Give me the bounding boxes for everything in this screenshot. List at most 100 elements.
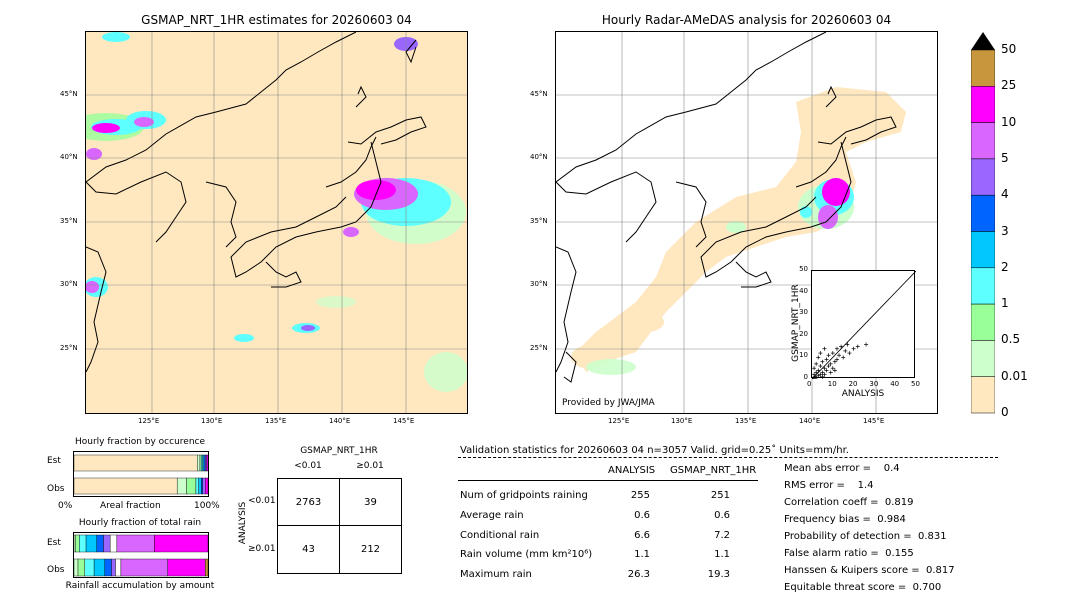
fraction-segment — [74, 454, 198, 472]
colorbar-swatch — [971, 303, 995, 341]
left-lat-30: 30°N — [60, 280, 78, 288]
fraction-segment — [74, 477, 178, 495]
validation-row-label: Maximum rain — [460, 569, 532, 580]
scatter-point — [814, 361, 819, 366]
occurrence-obs-label: Obs — [47, 484, 65, 494]
colorbar-label: 25 — [1001, 78, 1017, 93]
fraction-segment — [79, 534, 87, 553]
contingency-col-ge: ≥0.01 — [356, 461, 384, 471]
fraction-segment — [75, 534, 80, 553]
validation-col-gsmap: GSMAP_NRT_1HR — [670, 465, 757, 476]
fraction-segment — [201, 477, 203, 495]
left-lat-45: 45°N — [60, 90, 78, 98]
occurrence-est-label: Est — [47, 456, 61, 466]
colorbar-label: 0.01 — [1001, 368, 1028, 383]
scatter-xtick: 20 — [848, 380, 858, 388]
contingency-row-axis: ANALYSIS — [238, 501, 248, 545]
scatter-point — [826, 353, 831, 358]
score-rmse: RMS error = 1.4 — [784, 480, 874, 491]
score-hk: Hanssen & Kuipers score = 0.817 — [784, 565, 955, 576]
scatter-xtick: 10 — [827, 380, 837, 388]
map-credit: Provided by JWA/JMA — [562, 398, 655, 408]
right-lon-125: 125°E — [608, 417, 630, 425]
fraction-segment — [205, 454, 207, 472]
colorbar-label: 1 — [1001, 296, 1009, 311]
scatter-point — [816, 368, 821, 373]
validation-row-label: Rain volume (mm km²10⁶) — [460, 549, 593, 560]
scatter-point — [822, 346, 827, 351]
right-lat-45: 45°N — [530, 90, 548, 98]
validation-header: Validation statistics for 20260603 04 n=… — [460, 445, 849, 456]
fraction-segment — [85, 534, 97, 553]
fraction-segment — [77, 558, 85, 577]
contingency-title: GSMAP_NRT_1HR — [300, 446, 378, 456]
scatter-point — [834, 357, 839, 362]
scatter-point — [826, 364, 831, 369]
right-lon-140: 140°E — [799, 417, 821, 425]
scatter-point — [818, 364, 823, 369]
scatter-point — [820, 359, 825, 364]
scatter-ytick: 20 — [799, 329, 808, 338]
fraction-segment — [205, 477, 208, 495]
validation-col-underline — [458, 480, 758, 481]
colorbar-svg — [971, 32, 995, 414]
colorbar-swatch — [971, 231, 995, 269]
fraction-segment — [74, 558, 79, 577]
fraction-segment — [167, 558, 206, 577]
colorbar-swatch — [971, 267, 995, 305]
right-map-svg — [556, 32, 937, 413]
colorbar — [971, 30, 995, 414]
scatter-point — [816, 355, 821, 360]
validation-row-gsmap: 7.2 — [714, 530, 730, 541]
colorbar-swatch — [971, 49, 995, 87]
validation-row-analysis: 6.6 — [634, 530, 650, 541]
validation-col-analysis: ANALYSIS — [608, 465, 656, 476]
right-lat-30: 30°N — [530, 280, 548, 288]
colorbar-label: 0 — [1001, 405, 1009, 419]
scatter-point — [843, 348, 848, 353]
validation-row-gsmap: 251 — [710, 490, 730, 501]
scatter-point — [864, 342, 869, 347]
scatter-point — [814, 370, 819, 375]
scatter-inset — [811, 270, 916, 379]
colorbar-swatch — [971, 86, 995, 123]
validation-row-gsmap: 1.1 — [714, 549, 730, 560]
scatter-xtick: 0 — [807, 380, 812, 388]
colorbar-label: 4 — [1001, 187, 1009, 202]
colorbar-swatch — [971, 376, 995, 414]
fraction-segment — [96, 534, 104, 553]
fraction-segment — [198, 477, 202, 495]
colorbar-swatch — [971, 122, 995, 160]
scatter-diagonal — [812, 271, 916, 379]
scatter-point — [830, 351, 835, 356]
colorbar-label: 50 — [1001, 42, 1017, 56]
scatter-point — [841, 355, 846, 360]
scatter-ytick: 0 — [803, 373, 808, 381]
total-bars — [74, 534, 208, 577]
validation-row-gsmap: 19.3 — [707, 569, 730, 580]
scatter-point — [816, 373, 821, 378]
colorbar-swatch — [971, 340, 995, 377]
colorbar-extend-arrow — [971, 32, 995, 50]
scatter-point — [851, 346, 856, 351]
fraction-segment — [154, 534, 208, 553]
validation-row-label: Conditional rain — [460, 530, 540, 541]
scatter-point — [855, 344, 860, 349]
colorbar-label: 10 — [1001, 114, 1017, 129]
total-axis-label: Rainfall accumulation by amount — [65, 581, 215, 591]
fraction-segment — [109, 534, 118, 553]
score-far: False alarm ratio = 0.155 — [784, 548, 914, 559]
fraction-segment — [199, 454, 202, 472]
colorbar-label: 3 — [1001, 223, 1009, 238]
scatter-ytick: 50 — [799, 265, 808, 273]
validation-divider — [458, 457, 998, 458]
contingency-cell-b: 39 — [339, 478, 402, 526]
right-lon-145: 145°E — [863, 417, 885, 425]
fraction-segment — [104, 558, 112, 577]
scatter-plot — [812, 271, 916, 379]
scatter-ytick: 30 — [799, 308, 808, 317]
left-lon-140: 140°E — [329, 417, 351, 425]
scatter-point — [820, 370, 825, 375]
left-lat-35: 35°N — [60, 217, 78, 225]
left-lon-135: 135°E — [265, 417, 287, 425]
